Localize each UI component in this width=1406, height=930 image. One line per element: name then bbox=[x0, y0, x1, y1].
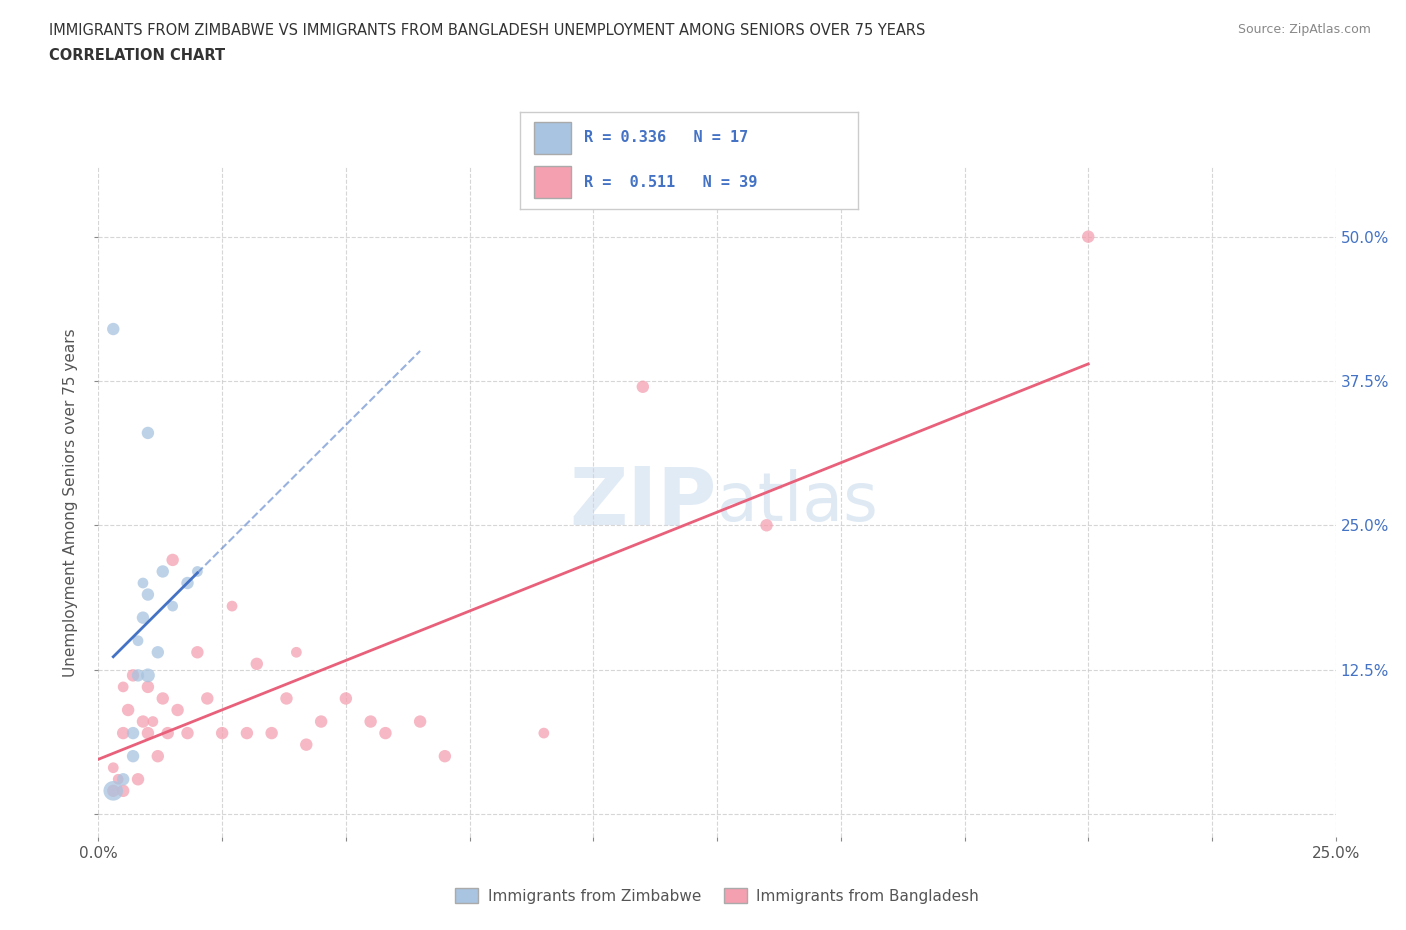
Point bbox=[142, 714, 165, 729]
Point bbox=[127, 772, 149, 787]
Point bbox=[132, 610, 155, 625]
Point bbox=[117, 702, 139, 717]
Point bbox=[136, 587, 159, 602]
Point bbox=[136, 725, 159, 740]
Point bbox=[112, 772, 135, 787]
Point bbox=[631, 379, 654, 394]
Point bbox=[103, 761, 125, 776]
Point bbox=[122, 725, 145, 740]
Point bbox=[132, 714, 155, 729]
Point bbox=[152, 564, 174, 578]
Point bbox=[433, 749, 456, 764]
Point bbox=[112, 680, 135, 695]
Point bbox=[533, 725, 555, 740]
Legend: Immigrants from Zimbabwe, Immigrants from Bangladesh: Immigrants from Zimbabwe, Immigrants fro… bbox=[450, 882, 984, 910]
Point bbox=[162, 599, 184, 614]
Point bbox=[152, 691, 174, 706]
Point bbox=[335, 691, 357, 706]
Text: CORRELATION CHART: CORRELATION CHART bbox=[49, 48, 225, 63]
Point bbox=[112, 783, 135, 798]
Point bbox=[127, 633, 149, 648]
Point bbox=[176, 576, 198, 591]
Point bbox=[236, 725, 259, 740]
Point bbox=[136, 426, 159, 441]
Point bbox=[176, 725, 198, 740]
Point bbox=[122, 749, 145, 764]
Point bbox=[374, 725, 396, 740]
Point bbox=[122, 668, 145, 683]
Point bbox=[309, 714, 332, 729]
Point bbox=[156, 725, 179, 740]
Point bbox=[360, 714, 382, 729]
Point bbox=[103, 783, 125, 798]
Y-axis label: Unemployment Among Seniors over 75 years: Unemployment Among Seniors over 75 years bbox=[63, 328, 79, 676]
Point bbox=[146, 644, 169, 659]
Point bbox=[136, 668, 159, 683]
Bar bbox=[534, 123, 571, 153]
Point bbox=[107, 772, 129, 787]
Point bbox=[103, 783, 125, 798]
Text: atlas: atlas bbox=[717, 470, 877, 535]
Point bbox=[186, 644, 208, 659]
Point bbox=[260, 725, 283, 740]
Text: R =  0.511   N = 39: R = 0.511 N = 39 bbox=[585, 176, 758, 191]
Point bbox=[103, 322, 125, 337]
Point bbox=[246, 657, 269, 671]
Point bbox=[136, 680, 159, 695]
Point bbox=[146, 749, 169, 764]
Bar bbox=[534, 166, 571, 197]
Point bbox=[276, 691, 298, 706]
Text: IMMIGRANTS FROM ZIMBABWE VS IMMIGRANTS FROM BANGLADESH UNEMPLOYMENT AMONG SENIOR: IMMIGRANTS FROM ZIMBABWE VS IMMIGRANTS F… bbox=[49, 23, 925, 38]
Text: R = 0.336   N = 17: R = 0.336 N = 17 bbox=[585, 130, 748, 145]
Point bbox=[195, 691, 218, 706]
Point bbox=[221, 599, 243, 614]
Point bbox=[295, 737, 318, 752]
Point bbox=[127, 668, 149, 683]
Text: Source: ZipAtlas.com: Source: ZipAtlas.com bbox=[1237, 23, 1371, 36]
Point bbox=[211, 725, 233, 740]
Point bbox=[162, 552, 184, 567]
Point bbox=[285, 644, 308, 659]
Point bbox=[1077, 229, 1099, 244]
Point bbox=[112, 725, 135, 740]
Point bbox=[186, 564, 208, 578]
Point bbox=[755, 518, 778, 533]
Text: ZIP: ZIP bbox=[569, 463, 717, 541]
Point bbox=[132, 576, 155, 591]
Point bbox=[166, 702, 188, 717]
Point bbox=[409, 714, 432, 729]
